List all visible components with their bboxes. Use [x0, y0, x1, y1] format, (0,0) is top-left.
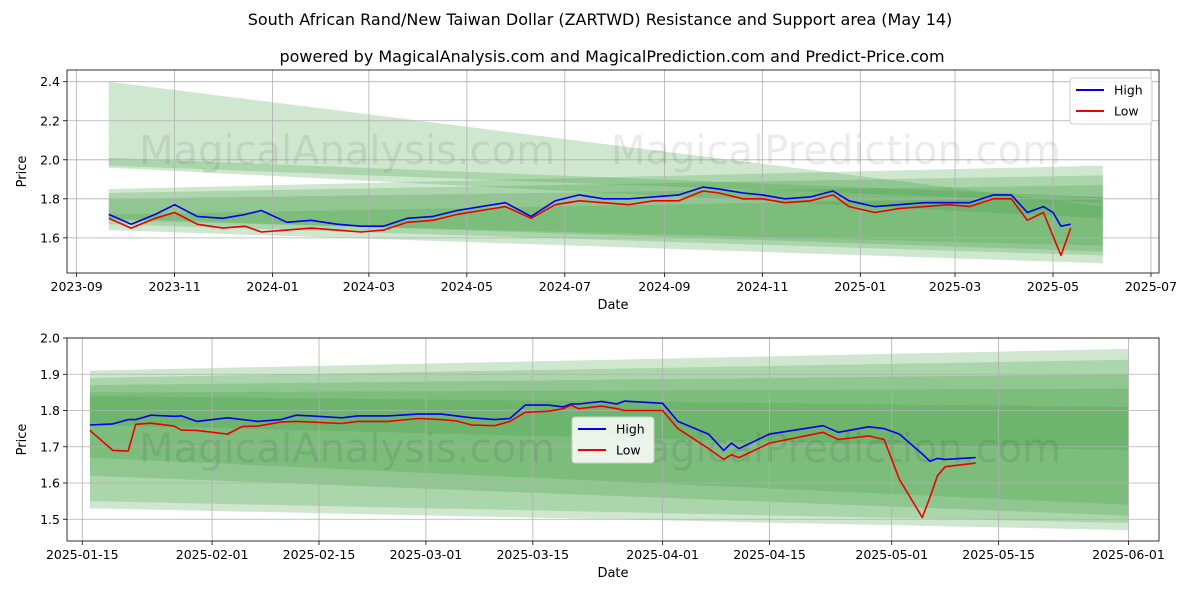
bottom-xtick-label-9: 2025-06-01: [1092, 547, 1165, 562]
top-xtick-label-0: 2023-09: [51, 279, 103, 294]
top-xtick-label-7: 2024-11: [736, 279, 788, 294]
top-series-low: [108, 190, 1072, 257]
top-watermark: MagicalAnalysis.com MagicalPrediction.com: [139, 128, 1061, 174]
bottom-ytick-label-4: 1.9: [40, 367, 60, 382]
top-xtick-label-4: 2024-05: [441, 279, 493, 294]
top-band-5: [108, 196, 1103, 246]
bottom-legend: High Low: [571, 416, 655, 464]
bottom-xtick-label-3: 2025-03-01: [390, 547, 463, 562]
top-watermark-right: MagicalPrediction.com: [611, 128, 1061, 174]
top-ytick-label-3: 2.2: [40, 113, 60, 128]
bottom-ytick-label-3: 1.8: [40, 403, 60, 418]
bottom-ytick-label-1: 1.6: [40, 476, 60, 491]
bottom-legend-label-low: Low: [616, 443, 641, 458]
top-xtick-label-8: 2025-01: [834, 279, 886, 294]
bottom-xtick-label-1: 2025-02-01: [176, 547, 249, 562]
top-band-0: [108, 81, 1103, 219]
top-xtick-label-11: 2025-07: [1125, 279, 1177, 294]
bottom-ytick-label-2: 1.7: [40, 439, 60, 454]
bottom-axes-frame: [66, 337, 1160, 542]
top-ytick-label-1: 1.8: [40, 191, 60, 206]
top-xtick-label-5: 2024-07: [539, 279, 591, 294]
top-xtick-label-9: 2025-03: [929, 279, 981, 294]
bottom-xtick-label-4: 2025-03-15: [496, 547, 569, 562]
bottom-ytick-label-0: 1.5: [40, 512, 60, 527]
bottom-xtick-label-2: 2025-02-15: [283, 547, 356, 562]
top-legend-label-low: Low: [1114, 104, 1139, 119]
top-axes-frame: [66, 69, 1160, 274]
bottom-series-low: [89, 404, 976, 519]
bottom-ytick-label-5: 2.0: [40, 331, 60, 346]
bottom-xtick-label-6: 2025-04-15: [733, 547, 806, 562]
top-ylabel: Price: [15, 156, 30, 188]
top-watermark-left: MagicalAnalysis.com: [139, 128, 555, 174]
top-plot-area: [67, 70, 1159, 273]
top-legend-label-high: High: [1114, 83, 1143, 98]
top-panel: MagicalAnalysis.com MagicalPrediction.com…: [15, 69, 1177, 313]
top-xtick-label-3: 2024-03: [343, 279, 395, 294]
bottom-xtick-label-0: 2025-01-15: [46, 547, 119, 562]
top-xlabel: Date: [597, 298, 628, 313]
top-ytick-label-4: 2.4: [40, 74, 60, 89]
top-xtick-label-1: 2023-11: [148, 279, 200, 294]
top-xtick-label-6: 2024-09: [638, 279, 690, 294]
top-legend: High Low: [1069, 77, 1153, 125]
bottom-xtick-label-7: 2025-05-01: [855, 547, 928, 562]
bottom-watermark-right: MagicalPrediction.com: [611, 426, 1061, 472]
bottom-panel: MagicalAnalysis.com MagicalPrediction.com…: [15, 331, 1165, 582]
bottom-legend-label-high: High: [616, 422, 645, 437]
top-series-high: [108, 186, 1071, 227]
top-band-3: [108, 175, 1103, 256]
top-xtick-label-2: 2024-01: [246, 279, 298, 294]
chart-title: South African Rand/New Taiwan Dollar (ZA…: [248, 10, 953, 29]
bottom-ylabel: Price: [15, 424, 30, 456]
bottom-series-high: [89, 400, 976, 463]
top-band-1: [108, 157, 1103, 203]
top-ytick-label-0: 1.6: [40, 230, 60, 245]
bottom-xlabel: Date: [597, 566, 628, 581]
chart-subtitle: powered by MagicalAnalysis.com and Magic…: [279, 47, 944, 66]
bottom-xtick-label-5: 2025-04-01: [626, 547, 699, 562]
top-ytick-label-2: 2.0: [40, 152, 60, 167]
bottom-xtick-label-8: 2025-05-15: [962, 547, 1035, 562]
top-xtick-label-10: 2025-05: [1027, 279, 1079, 294]
bottom-watermark-left: MagicalAnalysis.com: [139, 426, 555, 472]
top-band-2: [108, 165, 1103, 264]
